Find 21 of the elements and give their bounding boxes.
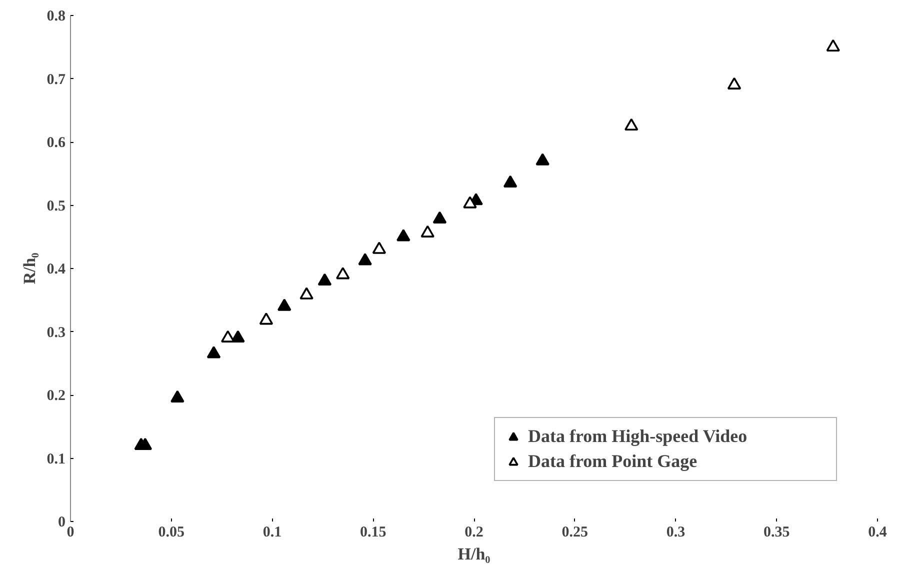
legend-label: Data from High-speed Video bbox=[528, 426, 748, 447]
y-tick-label: 0.1 bbox=[46, 451, 66, 468]
x-tick-label: 0.25 bbox=[562, 524, 588, 540]
y-tick-label: 0.5 bbox=[46, 198, 66, 214]
y-tick-label: 0 bbox=[58, 514, 66, 530]
x-tick-label: 0.3 bbox=[666, 524, 686, 540]
y-tick-label: 0.3 bbox=[46, 324, 66, 341]
legend-label: Data from Point Gage bbox=[528, 451, 698, 472]
x-tick-label: 0.2 bbox=[464, 524, 484, 540]
x-tick-label: 0.4 bbox=[868, 524, 888, 540]
y-tick-label: 0.6 bbox=[46, 135, 66, 151]
y-axis-title: R/h₀ bbox=[20, 252, 39, 284]
x-tick-label: 0.05 bbox=[158, 524, 184, 540]
y-tick-label: 0.7 bbox=[46, 72, 66, 88]
y-tick-label: 0.2 bbox=[46, 388, 66, 404]
y-tick-label: 0.8 bbox=[46, 8, 66, 24]
x-axis-title: H/h₀ bbox=[458, 544, 490, 564]
y-tick-label: 0.4 bbox=[46, 262, 66, 278]
x-tick-label: 0.15 bbox=[360, 524, 386, 540]
x-tick-label: 0.1 bbox=[262, 524, 282, 540]
x-tick-label: 0.35 bbox=[764, 524, 790, 540]
